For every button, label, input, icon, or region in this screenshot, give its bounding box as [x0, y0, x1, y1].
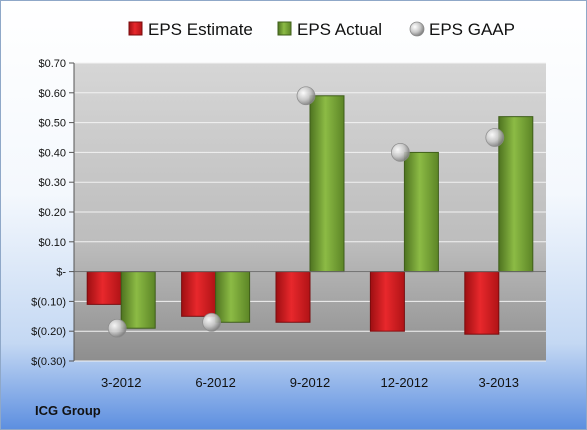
gaap-markers — [107, 86, 505, 338]
eps-gaap-marker — [202, 312, 222, 332]
y-tick-label: $0.20 — [38, 207, 66, 219]
x-tick-label: 9-2012 — [290, 375, 330, 390]
bars — [74, 95, 546, 335]
eps-actual-bar — [120, 271, 156, 329]
eps-actual-bar — [309, 95, 345, 273]
eps-gaap-marker — [390, 142, 410, 162]
x-tick-label: 3-2013 — [479, 375, 519, 390]
eps-estimate-bar — [86, 271, 122, 305]
eps-estimate-bar — [369, 271, 405, 332]
y-tick-label: $0.30 — [38, 177, 66, 189]
legend: EPS Estimate EPS Actual EPS GAAP — [128, 20, 515, 39]
legend-label: EPS Actual — [297, 20, 382, 39]
y-tick-label: $- — [56, 267, 66, 279]
y-tick-label: $0.60 — [38, 88, 66, 100]
eps-estimate-bar — [275, 271, 311, 323]
legend-gaap-swatch — [409, 21, 425, 37]
legend-label: EPS GAAP — [429, 20, 515, 39]
y-tick-label: $(0.10) — [31, 296, 66, 308]
y-tick-label: $(0.30) — [31, 356, 66, 368]
x-tick-label: 12-2012 — [381, 375, 429, 390]
x-tick-label: 6-2012 — [195, 375, 235, 390]
y-axis: $0.70 $0.60 $0.50 $0.40 $0.30 $0.20 $0.10 $- $(0… — [31, 58, 75, 368]
eps-estimate-bar — [464, 271, 500, 335]
company-name: ICG Group — [35, 403, 101, 418]
x-axis: 3-2012 6-2012 9-2012 12-2012 3-2013 — [101, 375, 519, 390]
legend-actual-swatch — [277, 21, 292, 36]
y-tick-label: $0.70 — [38, 58, 66, 70]
legend-label: EPS Estimate — [148, 20, 253, 39]
eps-actual-bar — [215, 271, 251, 323]
eps-gaap-marker — [485, 128, 505, 147]
eps-actual-bar — [498, 116, 534, 273]
x-tick-label: 3-2012 — [101, 375, 141, 390]
eps-estimate-bar — [181, 271, 217, 317]
y-tick-label: $0.40 — [38, 147, 66, 159]
eps-actual-bar — [403, 151, 439, 273]
y-tick-label: $0.10 — [38, 237, 66, 249]
legend-estimate-swatch — [128, 21, 143, 36]
eps-gaap-marker — [107, 318, 127, 338]
y-tick-label: $(0.20) — [31, 326, 66, 338]
eps-gaap-marker — [296, 86, 316, 106]
y-tick-label: $0.50 — [38, 118, 66, 130]
